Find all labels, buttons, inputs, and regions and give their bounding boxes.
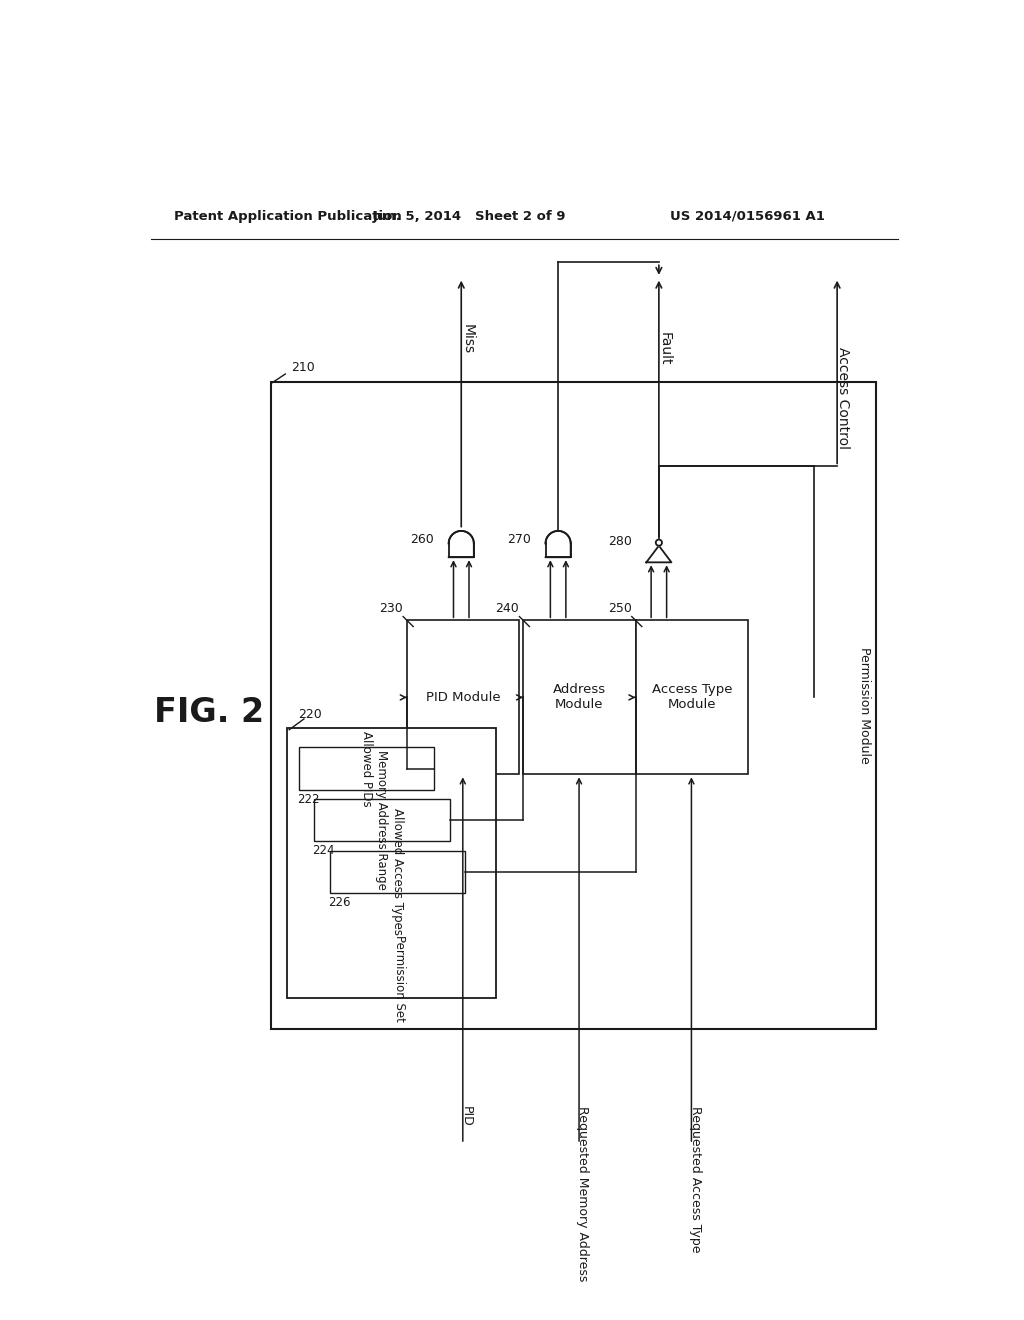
Text: Miss: Miss <box>461 323 474 354</box>
Text: 260: 260 <box>411 533 434 546</box>
Bar <box>407 620 519 775</box>
Text: FIG. 2: FIG. 2 <box>155 697 264 729</box>
Polygon shape <box>449 531 474 557</box>
Text: Requested Access Type: Requested Access Type <box>689 1106 701 1251</box>
Text: Jun. 5, 2014   Sheet 2 of 9: Jun. 5, 2014 Sheet 2 of 9 <box>373 210 565 223</box>
Text: 226: 226 <box>328 896 350 908</box>
Text: 280: 280 <box>608 536 632 548</box>
Text: 270: 270 <box>507 533 531 546</box>
Text: 224: 224 <box>312 843 335 857</box>
Bar <box>271 381 876 1028</box>
Text: Permission Module: Permission Module <box>858 647 870 763</box>
Polygon shape <box>646 545 672 562</box>
Text: Allowed Access Types: Allowed Access Types <box>391 808 403 936</box>
Polygon shape <box>546 531 570 557</box>
Text: Fault: Fault <box>658 331 672 366</box>
Text: Access Control: Access Control <box>837 347 850 449</box>
Text: Access Type
Module: Access Type Module <box>651 684 732 711</box>
Bar <box>636 620 748 775</box>
Text: Memory Address Range: Memory Address Range <box>376 750 388 890</box>
Bar <box>314 799 450 841</box>
Text: Patent Application Publication: Patent Application Publication <box>174 210 402 223</box>
Text: Permission Set: Permission Set <box>393 935 406 1022</box>
Text: 220: 220 <box>299 708 323 721</box>
Bar <box>330 850 465 892</box>
Text: Address
Module: Address Module <box>553 684 606 711</box>
Text: 250: 250 <box>608 602 632 615</box>
Text: PID: PID <box>460 1106 473 1126</box>
Text: 222: 222 <box>297 792 319 805</box>
Text: Requested Memory Address: Requested Memory Address <box>577 1106 590 1280</box>
Circle shape <box>655 540 662 545</box>
Text: US 2014/0156961 A1: US 2014/0156961 A1 <box>671 210 825 223</box>
Text: PID Module: PID Module <box>426 690 501 704</box>
Bar <box>523 620 636 775</box>
Text: 240: 240 <box>496 602 519 615</box>
Bar <box>299 747 434 789</box>
Text: 210: 210 <box>291 362 314 375</box>
Bar <box>287 729 496 998</box>
Text: Allowed PIDs: Allowed PIDs <box>359 731 373 807</box>
Text: 230: 230 <box>379 602 403 615</box>
